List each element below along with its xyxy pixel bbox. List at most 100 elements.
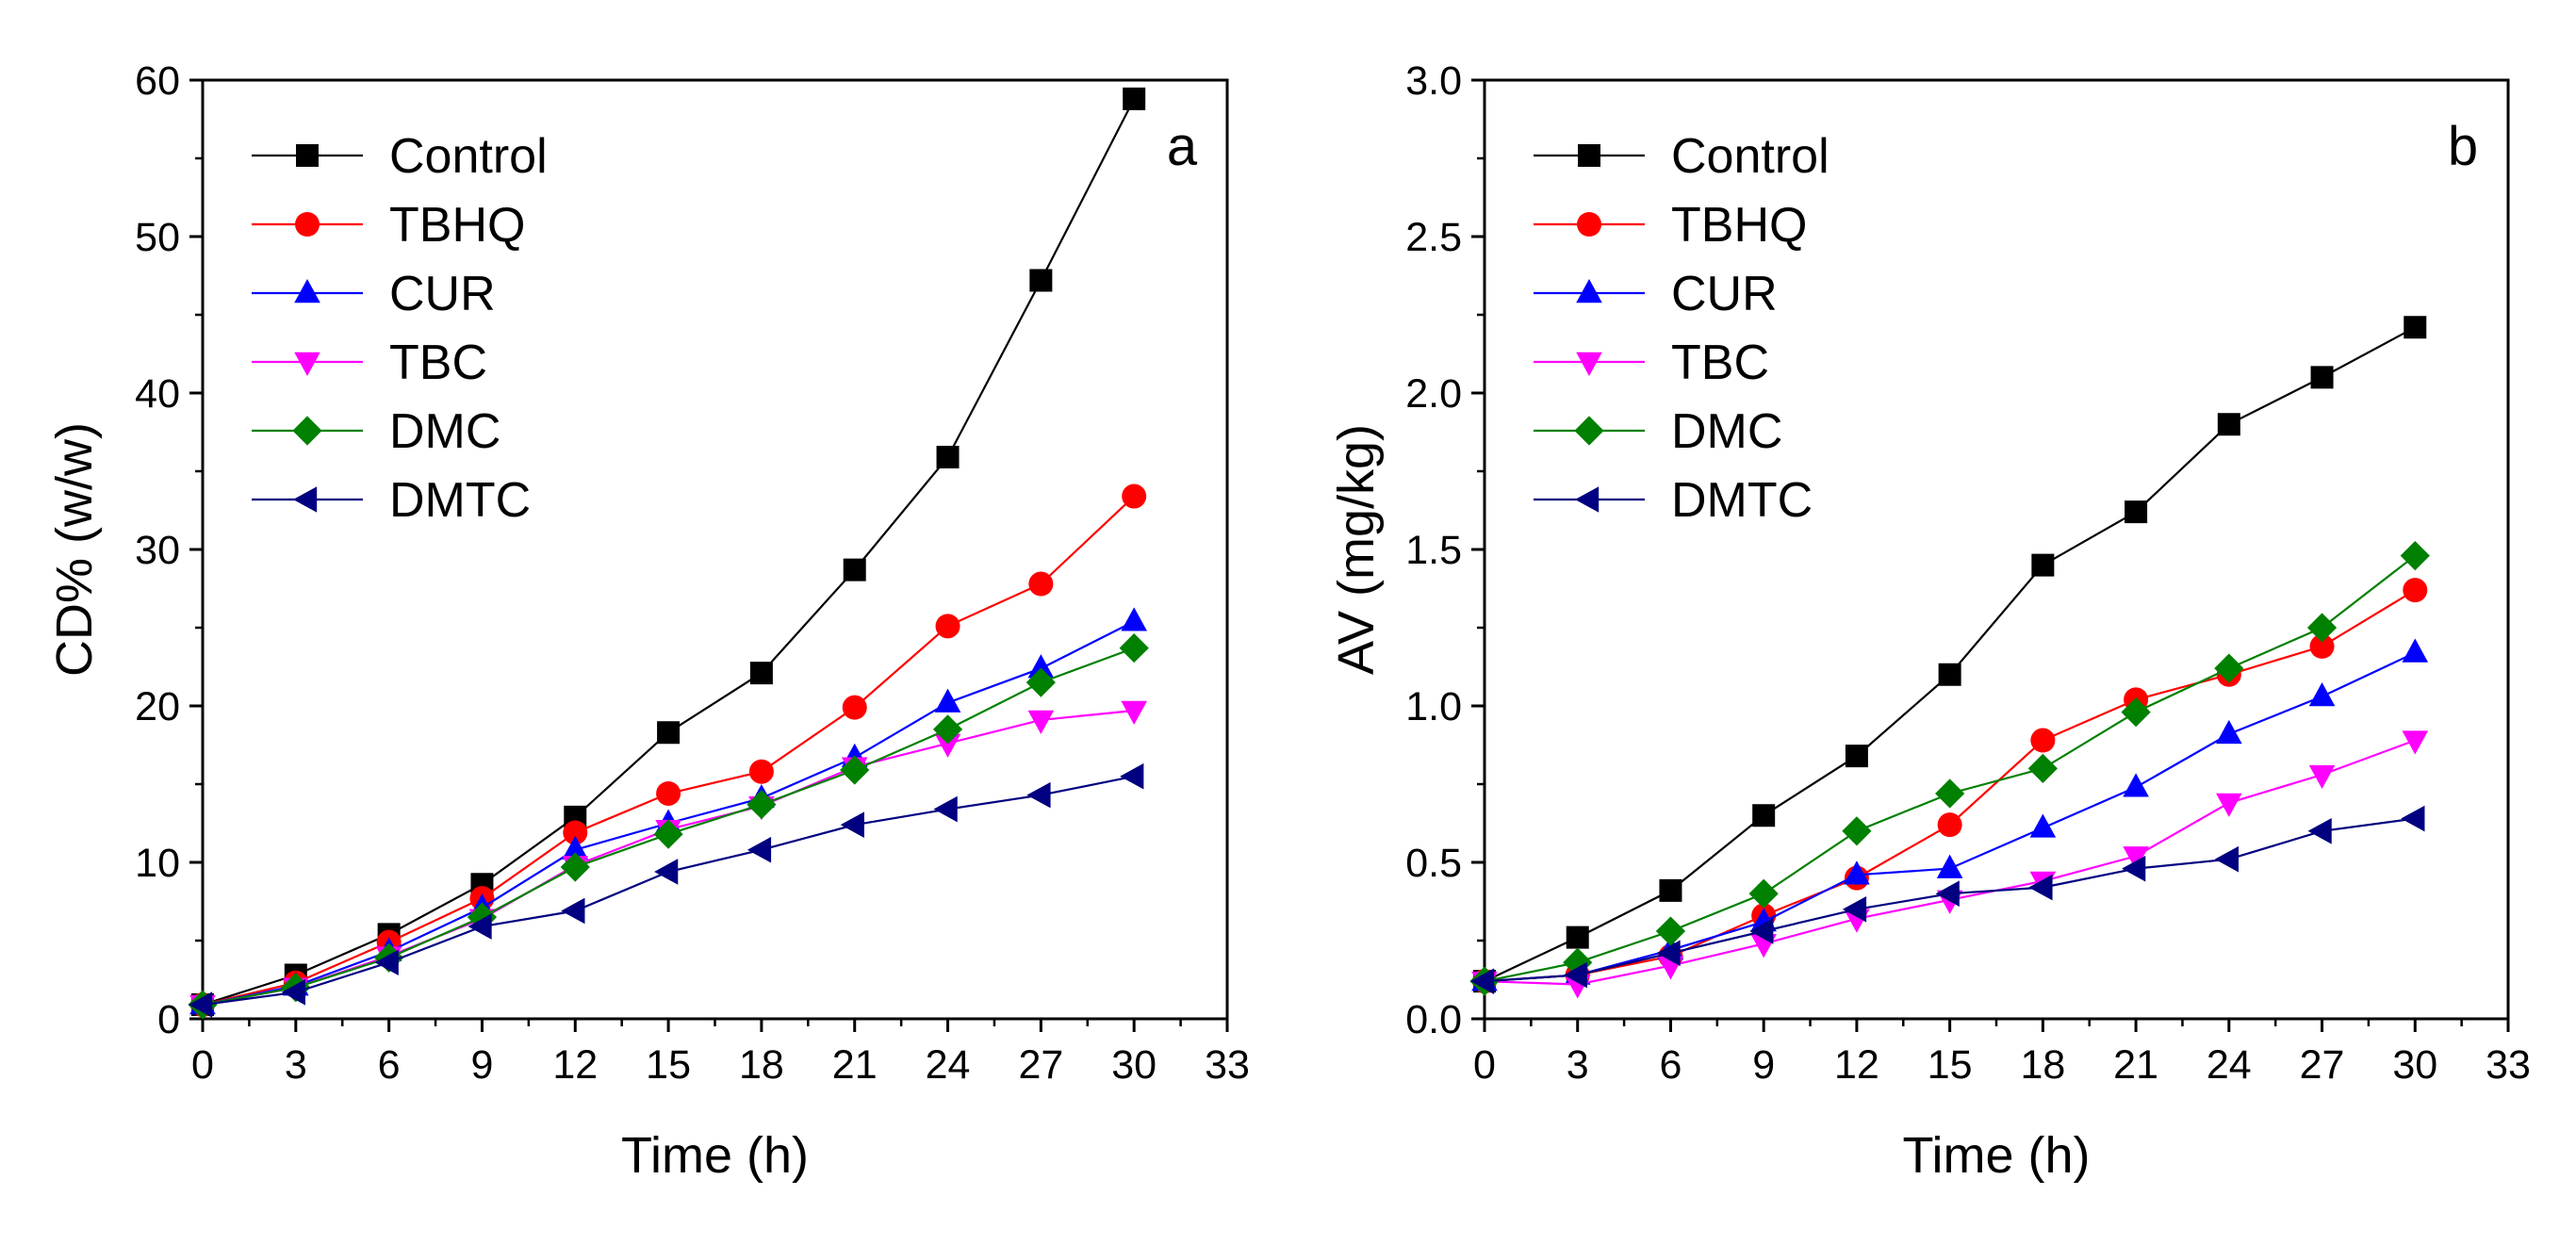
legend-label: TBC [389,336,487,390]
legend-marker [1576,352,1602,376]
x-tick-label: 9 [470,1042,493,1088]
data-point [2031,553,2055,577]
x-tick-label: 30 [2392,1042,2437,1088]
data-point [2306,613,2338,643]
y-tick-label: 0.0 [1405,997,1462,1042]
x-tick-label: 27 [1018,1042,1063,1088]
data-point [2401,805,2425,832]
legend-item: DMC [252,404,500,459]
data-point [934,688,961,713]
data-point [1935,778,1965,809]
series-dmc [1469,541,2430,996]
legend-marker [295,212,320,237]
data-point [2216,793,2242,817]
legend-marker [1576,279,1602,303]
x-tick-label: 12 [1834,1042,1879,1088]
data-point [2029,813,2057,838]
data-point [2404,316,2427,339]
x-tick-label: 9 [1752,1042,1775,1088]
y-tick-label: 50 [135,215,180,260]
y-tick-label: 0.5 [1405,841,1462,886]
data-point [2403,578,2428,603]
data-point [1025,667,1056,697]
y-tick-label: 3.0 [1405,58,1462,104]
data-point [2123,846,2149,871]
data-point [468,913,492,940]
legend-label: TBHQ [389,198,525,253]
data-point [2123,773,2149,797]
x-tick-label: 12 [552,1042,598,1088]
legend-item: TBHQ [252,198,525,253]
legend-label: DMC [389,404,500,459]
legend-item: TBC [252,336,487,390]
data-point [749,662,773,685]
series-tbhq [190,483,1147,1018]
legend-label: CUR [1671,267,1778,321]
data-point [1749,918,1774,944]
data-point [1842,816,1872,846]
series-line [1484,326,2416,983]
panel-letter: a [1167,116,1198,177]
chart-panel-b: 0 3 6 9 12 15 18 21 24 27 30 33 0.0 0.5 1.0 1.5 2.0 2.5 3.… [1328,58,2531,1184]
legend-label: DMTC [1671,473,1813,528]
x-tick-label: 0 [1473,1042,1496,1088]
data-point [1121,607,1147,631]
x-tick-label: 15 [646,1042,691,1088]
y-tick-label: 2.5 [1405,215,1462,260]
data-point [1026,781,1051,809]
data-point [653,819,683,849]
data-point [189,991,213,1018]
data-point [1123,87,1146,110]
data-point [2308,682,2336,707]
data-point [2027,753,2058,783]
legend-marker [293,486,318,513]
data-point [2030,728,2056,753]
data-point [657,721,681,745]
legend-marker [296,144,319,167]
data-point [747,789,777,820]
data-point [935,614,960,639]
series-dmc [188,632,1149,1020]
legend-item: Control [252,129,548,184]
data-point [2307,818,2332,844]
data-point [374,949,399,976]
x-axis-label: Time (h) [1903,1127,2091,1184]
data-point [562,835,589,860]
data-point [563,820,588,845]
legend-item: CUR [1534,267,1778,321]
legend-label: Control [1671,129,1829,184]
data-point [2400,541,2430,571]
data-point [560,852,590,882]
legend-marker [294,279,320,303]
data-point [1844,860,1870,885]
x-tick-label: 30 [1111,1042,1157,1088]
data-point [2121,697,2151,728]
data-point [1935,880,1960,907]
x-tick-label: 33 [1205,1042,1250,1088]
chart-panel-a: 0 3 6 9 12 15 18 21 24 27 30 33 0 10 20 30 40 50 60 Time (h… [46,58,1250,1184]
series-dmtc [189,762,1144,1018]
x-tick-label: 18 [739,1042,784,1088]
x-tick-label: 33 [2486,1042,2531,1088]
plot-frame [201,78,1229,1021]
legend-item: Control [1534,129,1829,184]
data-point [654,859,679,885]
legend-label: TBC [1671,336,1769,390]
data-point [840,811,864,838]
legend: Control TBHQ CUR TBC DMC DMTC [252,129,548,528]
series-cur [1471,638,2429,991]
series-cur [189,607,1147,1015]
legend-marker [294,352,320,376]
data-point [1027,710,1055,734]
data-point [1563,947,1593,977]
legend-item: TBC [1534,336,1769,390]
data-point [1938,663,1961,686]
data-point [1659,878,1682,902]
legend-label: DMTC [389,473,531,528]
legend-item: TBHQ [1534,198,1807,253]
data-point [2402,730,2429,755]
x-axis-label: Time (h) [621,1127,809,1184]
data-point [1845,745,1868,768]
data-point [1120,762,1144,790]
y-axis-label: CD% (w/w) [46,422,103,677]
